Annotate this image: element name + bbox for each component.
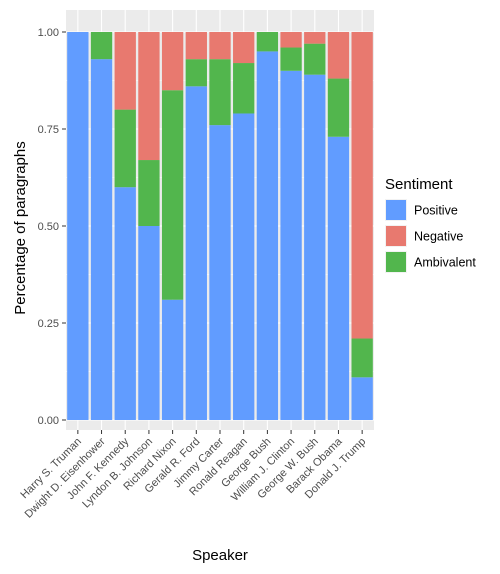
- y-tick-label-4: 1.00: [38, 27, 59, 39]
- bar-positive-4: [161, 299, 184, 420]
- bar-ambivalent-6: [209, 59, 231, 126]
- bar-ambivalent-9: [280, 47, 302, 71]
- legend-key-negative: [386, 226, 406, 246]
- legend-key-positive: [386, 200, 406, 220]
- bar-positive-3: [138, 226, 160, 420]
- bar-positive-1: [90, 59, 113, 420]
- y-axis-title: Percentage of paragraphs: [12, 141, 29, 314]
- bar-ambivalent-11: [327, 78, 350, 137]
- bar-positive-0: [67, 32, 89, 420]
- y-tick-label-0: 0.00: [38, 415, 59, 427]
- bar-ambivalent-5: [185, 59, 207, 87]
- bar-ambivalent-12: [351, 338, 373, 378]
- y-tick-label-3: 0.75: [38, 124, 59, 136]
- bar-negative-6: [209, 32, 231, 60]
- bar-ambivalent-2: [114, 109, 136, 188]
- bar-negative-12: [351, 32, 373, 339]
- bar-negative-7: [233, 32, 255, 64]
- bar-positive-10: [304, 74, 326, 421]
- x-axis-title: Speaker: [192, 547, 248, 564]
- bar-negative-3: [138, 32, 160, 161]
- bar-ambivalent-1: [90, 32, 113, 60]
- bar-positive-9: [280, 70, 302, 421]
- bar-positive-8: [256, 51, 279, 421]
- y-tick-label-2: 0.50: [38, 221, 59, 233]
- bar-ambivalent-3: [138, 160, 160, 226]
- legend-label-negative: Negative: [414, 230, 463, 244]
- bar-negative-5: [185, 32, 207, 60]
- bar-positive-5: [185, 86, 207, 420]
- bar-positive-7: [233, 113, 255, 420]
- bar-positive-11: [327, 136, 350, 420]
- bar-ambivalent-10: [304, 43, 326, 75]
- y-axis: 0.00 0.25 0.50 0.75 1.00: [38, 27, 66, 427]
- bar-ambivalent-8: [256, 32, 279, 52]
- legend: Sentiment Positive Negative Ambivalent: [385, 176, 476, 273]
- bar-negative-4: [161, 32, 184, 91]
- legend-title: Sentiment: [385, 176, 453, 193]
- bar-negative-10: [304, 32, 326, 44]
- bars: [67, 32, 373, 421]
- y-tick-label-1: 0.25: [38, 318, 59, 330]
- bar-negative-2: [114, 32, 136, 110]
- bar-positive-6: [209, 125, 231, 421]
- legend-label-ambivalent: Ambivalent: [414, 256, 476, 270]
- bar-positive-12: [351, 377, 373, 420]
- bar-ambivalent-7: [233, 63, 255, 114]
- bar-negative-9: [280, 32, 302, 48]
- bar-positive-2: [114, 187, 136, 420]
- bar-ambivalent-4: [161, 90, 184, 300]
- legend-label-positive: Positive: [414, 204, 458, 218]
- legend-key-ambivalent: [386, 252, 406, 272]
- bar-negative-11: [327, 32, 350, 79]
